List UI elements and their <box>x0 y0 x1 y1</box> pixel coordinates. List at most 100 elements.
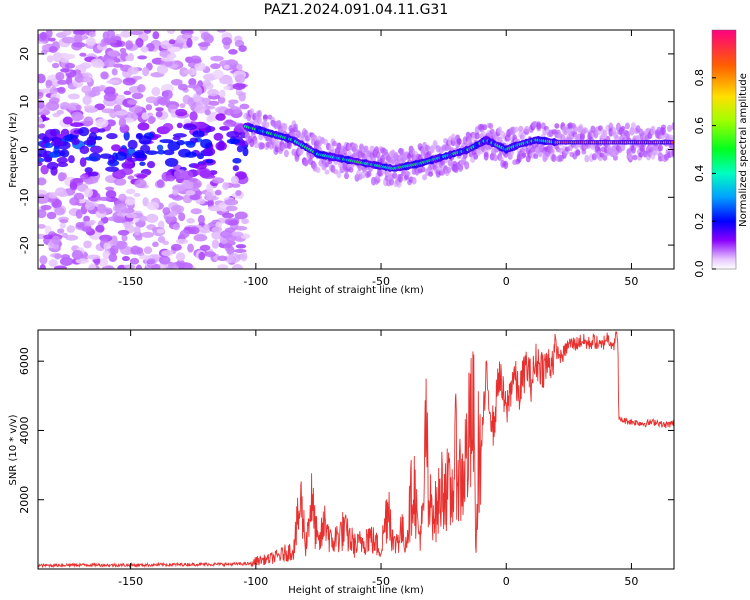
spectrogram-cell <box>206 183 214 193</box>
spectrogram-cell <box>194 104 208 114</box>
spectrogram-cell <box>315 167 321 173</box>
snr-chart: -150 -100 -50 0 50 2000 4000 6000 Height of st… <box>8 329 675 596</box>
spectrogram-cell <box>97 128 106 133</box>
spectrogram-cell <box>85 36 96 46</box>
spectrogram-cell <box>146 213 159 223</box>
spectrogram-cell <box>162 123 174 132</box>
spectrogram-cell <box>156 179 164 188</box>
spectrogram-cell <box>152 31 160 40</box>
spectrogram-cell <box>195 190 203 196</box>
spectrogram-cell <box>105 186 115 191</box>
spectrogram-cell <box>69 197 80 206</box>
spectrogram-cell <box>48 192 58 199</box>
spectrogram-cell <box>650 130 656 136</box>
spectrogram-cell <box>234 226 248 231</box>
spectrogram-cell <box>69 181 78 190</box>
spectrogram-cell <box>39 263 46 269</box>
spectrogram-cell <box>135 264 143 269</box>
spectrogram-cell <box>232 82 246 90</box>
spectrogram-cell <box>169 46 181 53</box>
spectrogram-cell <box>533 152 539 160</box>
spectrogram-cell <box>181 32 193 40</box>
spectrogram-cell <box>497 126 503 134</box>
spectrogram-cell <box>90 58 104 67</box>
spectrogram-cell <box>117 229 130 236</box>
spectrogram-cell <box>60 149 70 158</box>
y-tick-label: 2000 <box>18 486 31 514</box>
spectrogram-cell <box>127 139 138 150</box>
spectrogram-cell <box>155 107 164 112</box>
spectrogram-cell <box>464 161 470 170</box>
spectrogram-cell <box>86 176 99 184</box>
spectrogram-cell <box>184 151 197 158</box>
spectrogram-cell <box>620 125 626 132</box>
spectrogram-cell <box>238 92 246 102</box>
spectrogram-cell <box>170 78 183 86</box>
spectrogram-cell <box>456 138 462 145</box>
spectrogram-cell <box>39 255 48 265</box>
spectrogram-cell <box>89 126 100 134</box>
spectrogram-cell <box>175 238 189 245</box>
spectrogram-cell <box>241 218 249 225</box>
spectrogram-cell <box>79 174 89 180</box>
spectrogram-cell <box>671 121 674 131</box>
spectrogram-cell <box>179 103 186 109</box>
spectrogram-cell <box>60 172 67 180</box>
spectrogram-cell <box>40 204 52 211</box>
spectrogram-cell <box>214 189 222 196</box>
spectrogram-cell <box>207 89 219 97</box>
spectrogram-cell <box>348 166 354 173</box>
spectrogram-cell <box>352 143 358 150</box>
spectrogram-cell <box>119 167 134 176</box>
spectrogram-cell <box>200 138 213 149</box>
spectrogram-cell <box>108 155 116 165</box>
spectrogram-cell <box>38 209 47 219</box>
spectrogram-cell <box>145 96 158 104</box>
spectrogram-cell <box>572 124 578 134</box>
spectrogram-cell <box>582 127 588 134</box>
spectrogram-cell <box>227 102 235 108</box>
spectrogram-cell <box>223 85 231 91</box>
spectrogram-cell <box>223 120 237 127</box>
spectrogram-cell <box>134 179 147 189</box>
spectrogram-cell <box>48 259 58 268</box>
spectrogram-cell <box>118 117 127 128</box>
spectrogram-cell <box>188 177 199 183</box>
spectrogram-cell <box>217 264 229 269</box>
spectrogram-cell <box>143 30 152 34</box>
spectrogram-cell <box>219 78 234 85</box>
spectrogram-cell <box>158 255 171 265</box>
colorbar: 0.0 0.2 0.4 0.6 0.8 Normalized spectral ampl… <box>693 29 749 278</box>
spectrogram-cell <box>135 37 144 48</box>
spectrogram-cell <box>375 151 381 159</box>
spectrogram-cell <box>235 244 247 249</box>
colorbar-tick-label: 0.4 <box>693 165 706 183</box>
spectrogram-cell <box>253 140 259 149</box>
spectrogram-cell <box>343 172 349 180</box>
spectrogram-cell <box>124 198 136 206</box>
spectrogram-cell <box>202 79 212 87</box>
spectrogram-cell <box>231 263 243 269</box>
spectrogram-cell <box>54 253 62 260</box>
spectrogram-cell <box>211 230 223 240</box>
spectrogram-cell <box>54 207 65 216</box>
spectrogram-cell <box>38 91 44 97</box>
spectrogram-cell <box>175 108 188 117</box>
spectrogram-cell <box>88 171 99 177</box>
spectrogram-cell <box>161 250 173 257</box>
spectrogram-cell <box>482 124 488 131</box>
spectrogram-cell <box>108 112 118 117</box>
spectrogram-cell <box>131 92 144 100</box>
spectrogram-cell <box>123 131 130 141</box>
spectrogram-cell <box>98 84 106 91</box>
spectrogram-cell <box>89 219 96 224</box>
spectrogram-cell <box>59 222 66 229</box>
spectrogram-y-ticks: -20 -10 0 10 20 <box>18 47 674 254</box>
spectrogram-cell <box>48 37 56 42</box>
spectrogram-cell <box>195 86 203 96</box>
y-tick-label: 0 <box>18 146 31 153</box>
spectrogram-cell <box>420 166 426 173</box>
spectrogram-cell <box>210 63 221 70</box>
spectrogram-cell <box>114 203 128 214</box>
spectrogram-cell <box>146 160 156 169</box>
